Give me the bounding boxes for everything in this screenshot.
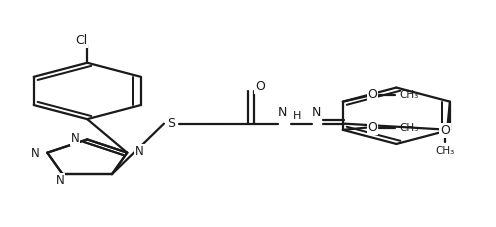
Text: O: O — [255, 80, 265, 93]
Text: N: N — [278, 106, 287, 119]
Text: Cl: Cl — [75, 34, 87, 47]
Text: O: O — [368, 121, 377, 134]
Text: N: N — [311, 106, 321, 119]
Text: H: H — [293, 111, 301, 121]
Text: S: S — [167, 117, 175, 130]
Text: CH₃: CH₃ — [435, 146, 455, 156]
Text: CH₃: CH₃ — [400, 90, 419, 100]
Text: N: N — [31, 147, 39, 160]
Text: O: O — [368, 88, 377, 101]
Text: CH₃: CH₃ — [400, 123, 419, 133]
Text: N: N — [56, 174, 64, 188]
Text: N: N — [70, 132, 79, 145]
Text: O: O — [440, 124, 450, 138]
Text: N: N — [135, 145, 144, 158]
